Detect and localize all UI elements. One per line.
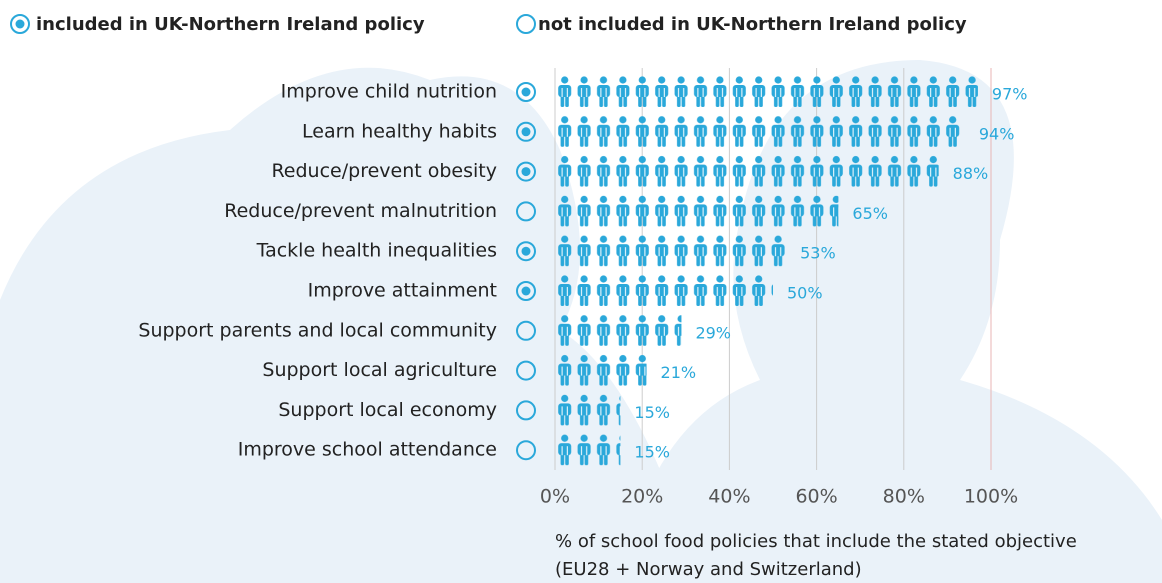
legend-icon bbox=[516, 14, 536, 34]
policy-indicator bbox=[516, 320, 536, 341]
policy-indicator-dot bbox=[521, 167, 531, 177]
policy-indicator bbox=[516, 400, 536, 421]
bar bbox=[555, 115, 965, 148]
policy-indicator bbox=[516, 440, 536, 461]
category-label: Support local agriculture bbox=[262, 359, 497, 381]
value-label: 21% bbox=[661, 363, 697, 382]
value-label: 15% bbox=[634, 443, 670, 462]
category-label: Support local economy bbox=[278, 399, 497, 421]
policy-indicator bbox=[516, 161, 536, 182]
policy-indicator bbox=[516, 281, 536, 301]
bar bbox=[555, 394, 621, 427]
policy-indicator bbox=[516, 241, 536, 262]
policy-indicator-dot bbox=[521, 87, 531, 97]
policy-indicator-dot bbox=[521, 246, 531, 256]
category-label: Improve child nutrition bbox=[281, 81, 497, 103]
bar bbox=[555, 275, 773, 307]
category-label: Reduce/prevent malnutrition bbox=[224, 200, 497, 222]
policy-indicator bbox=[516, 360, 536, 381]
value-label: 53% bbox=[800, 244, 836, 263]
value-label: 88% bbox=[953, 164, 989, 183]
x-tick-label: 80% bbox=[883, 486, 925, 508]
value-label: 65% bbox=[852, 204, 888, 223]
bar bbox=[555, 434, 621, 467]
value-label: 94% bbox=[979, 124, 1015, 143]
policy-indicator-dot bbox=[521, 127, 531, 137]
x-tick-label: 60% bbox=[795, 486, 837, 508]
x-tick-label: 40% bbox=[708, 486, 750, 508]
legend-icon bbox=[10, 14, 30, 34]
category-label: Tackle health inequalities bbox=[256, 240, 497, 262]
legend-label: not included in UK-Northern Ireland poli… bbox=[538, 14, 967, 35]
x-axis-note: (EU28 + Norway and Switzerland) bbox=[555, 559, 862, 580]
bar bbox=[555, 354, 647, 387]
value-label: 15% bbox=[634, 403, 670, 422]
bar bbox=[555, 314, 682, 347]
value-label: 50% bbox=[787, 284, 823, 303]
bar bbox=[555, 76, 978, 108]
policy-indicator-dot bbox=[521, 286, 531, 296]
bar bbox=[555, 235, 787, 268]
policy-indicator bbox=[516, 82, 536, 102]
x-tick-label: 20% bbox=[621, 486, 663, 508]
x-tick-label: 0% bbox=[540, 486, 570, 508]
policy-indicator bbox=[516, 201, 536, 222]
category-label: Support parents and local community bbox=[138, 319, 497, 341]
category-label: Improve attainment bbox=[308, 280, 497, 302]
x-tick-label: 100% bbox=[964, 486, 1018, 508]
legend-label: included in UK-Northern Ireland policy bbox=[36, 14, 425, 35]
bar bbox=[555, 155, 939, 188]
legend-icon bbox=[15, 19, 25, 29]
value-label: 29% bbox=[695, 323, 731, 342]
bar bbox=[555, 195, 839, 228]
background-silhouettes bbox=[0, 60, 1162, 583]
category-label: Reduce/prevent obesity bbox=[271, 160, 497, 182]
category-label: Improve school attendance bbox=[238, 439, 497, 461]
category-label: Learn healthy habits bbox=[302, 120, 497, 142]
value-label: 97% bbox=[992, 85, 1028, 104]
policy-indicator bbox=[516, 121, 536, 142]
x-axis-label: % of school food policies that include t… bbox=[555, 531, 1077, 552]
